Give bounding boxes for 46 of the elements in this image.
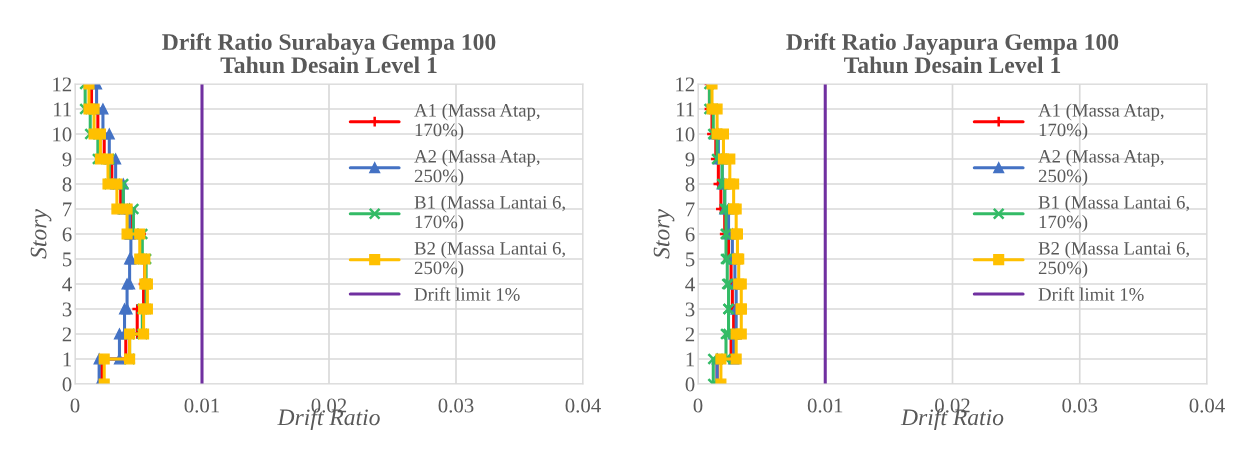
- y-tick-label: 12: [676, 77, 695, 92]
- y-tick-label: 12: [53, 77, 72, 92]
- legend-label: A1 (Massa Atap, 170%): [1038, 103, 1164, 141]
- y-tick-label: 10: [53, 127, 72, 142]
- legend-label: A2 (Massa Atap, 250%): [414, 149, 540, 187]
- legend-label: Drift limit 1%: [414, 287, 520, 301]
- y-tick-label: 1: [686, 352, 694, 367]
- x-tick-label: 0.03: [1062, 398, 1098, 413]
- y-tick-label: 11: [677, 102, 694, 117]
- y-tick-label: 5: [686, 252, 695, 267]
- legend-label: A1 (Massa Atap, 170%): [414, 103, 540, 141]
- y-tick-label: 0: [62, 377, 72, 392]
- y-tick-label: 3: [62, 302, 72, 317]
- y-tick-label: 11: [54, 102, 71, 117]
- chart-title: Drift Ratio Jayapura Gempa 100 Tahun Desain Level 1: [786, 33, 1119, 74]
- y-tick-label: 8: [62, 177, 72, 192]
- x-tick-label: 0.04: [565, 398, 601, 413]
- legend-label: B1 (Massa Lantai 6, 170%): [1038, 195, 1189, 233]
- chart-title: Drift Ratio Surabaya Gempa 100 Tahun Desain Level 1: [162, 33, 496, 74]
- y-axis-title: Story: [653, 209, 675, 259]
- y-tick-label: 4: [62, 277, 72, 292]
- y-tick-label: 1: [63, 352, 71, 367]
- y-tick-label: 7: [63, 202, 72, 217]
- y-tick-label: 0: [685, 377, 695, 392]
- legend-label: B2 (Massa Lantai 6, 250%): [414, 241, 565, 279]
- y-tick-label: 3: [685, 302, 695, 317]
- x-tick-label: 0.01: [807, 398, 843, 413]
- y-tick-label: 5: [63, 252, 72, 267]
- y-tick-label: 2: [685, 327, 695, 342]
- y-tick-label: 6: [62, 227, 72, 242]
- x-tick-label: 0.01: [184, 398, 219, 413]
- legend-label: B1 (Massa Lantai 6, 170%): [414, 195, 565, 233]
- y-axis-title: Story: [30, 209, 52, 259]
- x-tick-label: 0.03: [438, 398, 474, 413]
- x-tick-label: 0.04: [1189, 398, 1225, 413]
- y-tick-label: 9: [685, 152, 695, 167]
- y-tick-label: 8: [685, 177, 695, 192]
- y-tick-label: 2: [62, 327, 72, 342]
- legend-label: B2 (Massa Lantai 6, 250%): [1038, 241, 1189, 279]
- y-tick-label: 10: [676, 127, 695, 142]
- legend-label: A2 (Massa Atap, 250%): [1038, 149, 1164, 187]
- y-tick-label: 4: [685, 277, 695, 292]
- y-tick-label: 9: [62, 152, 72, 167]
- legend-label: Drift limit 1%: [1038, 287, 1144, 301]
- y-tick-label: 7: [686, 202, 695, 217]
- y-tick-label: 6: [685, 227, 695, 242]
